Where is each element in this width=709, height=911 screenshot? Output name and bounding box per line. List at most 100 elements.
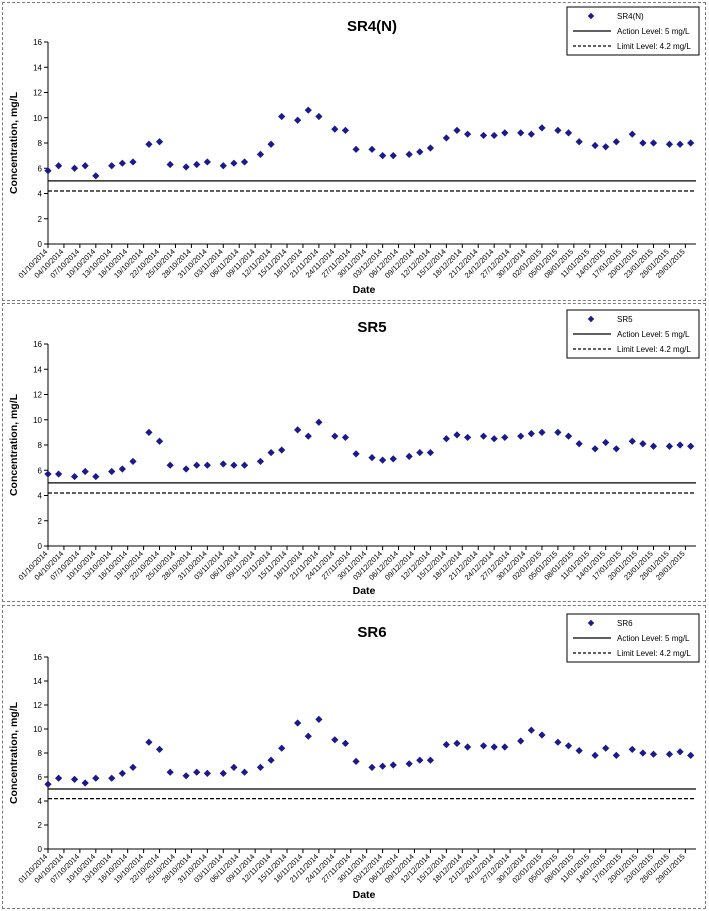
legend-label: Limit Level: 4.2 mg/L <box>617 42 691 51</box>
data-point <box>193 461 201 469</box>
y-tick-label: 16 <box>33 653 42 662</box>
data-point <box>479 432 488 440</box>
data-point <box>639 749 647 757</box>
data-point <box>575 138 583 146</box>
x-axis-title: Date <box>353 889 376 901</box>
x-axis-title: Date <box>353 585 376 597</box>
data-point <box>108 774 116 782</box>
data-point <box>267 140 275 148</box>
data-point <box>501 129 509 137</box>
data-point <box>145 140 153 148</box>
data-point <box>405 150 413 158</box>
data-point <box>352 145 360 153</box>
data-point <box>240 461 249 469</box>
data-point <box>379 152 387 160</box>
data-point <box>416 448 424 457</box>
data-point <box>331 432 339 440</box>
y-tick-label: 4 <box>38 492 43 501</box>
data-point <box>278 744 286 752</box>
y-tick-label: 8 <box>38 139 43 148</box>
data-point <box>44 470 52 478</box>
data-point <box>687 139 695 147</box>
data-point <box>464 743 472 751</box>
data-point <box>118 465 126 473</box>
data-point <box>315 112 323 121</box>
data-point <box>81 467 89 476</box>
y-tick-label: 14 <box>33 365 42 374</box>
data-point <box>575 440 583 448</box>
data-point <box>538 428 546 436</box>
data-point <box>676 748 684 756</box>
data-point <box>81 779 89 787</box>
data-point <box>442 741 450 749</box>
y-tick-label: 10 <box>33 725 42 734</box>
data-point <box>687 442 695 450</box>
data-point <box>368 145 376 153</box>
data-point <box>602 143 610 151</box>
data-point <box>108 162 116 170</box>
y-axis-title: Concentration, mg/L <box>8 393 20 496</box>
legend: SR4(N) Action Level: 5 mg/L Limit Level: 4… <box>566 6 700 56</box>
data-point <box>55 470 63 478</box>
data-point <box>538 731 546 739</box>
data-point <box>490 131 498 140</box>
data-point <box>379 456 387 464</box>
data-point <box>155 138 164 146</box>
data-point <box>219 460 227 468</box>
data-point <box>267 756 275 764</box>
data-point <box>304 432 312 440</box>
data-point <box>230 461 238 469</box>
data-point <box>341 126 350 134</box>
legend-label: Action Level: 5 mg/L <box>617 27 690 36</box>
data-point <box>517 737 525 745</box>
chart-sr6: SR6024681012141601/10/201404/10/201407/1… <box>8 613 700 901</box>
chart-panel-sr5: SR5 0 2 4 6 8 10 12 14 16 01/10/2014 04/10/2014 07/1… <box>2 303 706 602</box>
y-tick-label: 2 <box>38 215 43 224</box>
data-point <box>240 158 249 166</box>
data-point <box>612 138 620 146</box>
data-point <box>676 441 684 449</box>
data-point <box>442 435 450 443</box>
data-point <box>527 130 535 138</box>
y-tick-label: 12 <box>33 701 42 710</box>
legend: SR5 Action Level: 5 mg/L Limit Level: 4.2 … <box>566 309 700 359</box>
data-point <box>203 461 211 469</box>
data-point <box>479 131 488 140</box>
data-point <box>294 719 302 727</box>
chart-sr4n: SR4(N)024681012141601/10/201404/10/20140… <box>8 6 700 296</box>
data-point <box>145 428 153 436</box>
data-point <box>649 139 658 147</box>
data-point <box>166 461 174 469</box>
data-point <box>426 756 435 764</box>
data-point <box>70 164 79 172</box>
data-point <box>108 467 116 476</box>
data-point <box>278 112 286 121</box>
data-point <box>649 442 658 450</box>
y-tick-label: 6 <box>38 466 43 475</box>
y-tick-label: 8 <box>38 749 43 758</box>
data-point <box>464 433 472 442</box>
data-point <box>389 152 397 160</box>
data-point <box>230 763 238 771</box>
data-point <box>145 738 153 746</box>
data-point <box>278 446 286 454</box>
series-points <box>44 106 695 180</box>
legend-label: Limit Level: 4.2 mg/L <box>617 345 691 354</box>
legend-marker <box>587 12 595 20</box>
y-tick-label: 12 <box>33 89 42 98</box>
data-point <box>166 160 174 169</box>
legend-marker <box>587 619 595 627</box>
y-tick-label: 14 <box>33 63 42 72</box>
legend-label: Limit Level: 4.2 mg/L <box>617 649 691 658</box>
data-point <box>517 129 525 137</box>
legend-label: SR5 <box>617 315 633 324</box>
data-point <box>479 742 488 750</box>
y-tick-label: 0 <box>38 845 43 854</box>
data-point <box>267 448 275 457</box>
data-point <box>527 726 535 734</box>
series-points <box>44 715 695 788</box>
data-point <box>612 445 620 453</box>
data-point <box>92 472 100 481</box>
chart-title: SR6 <box>357 624 386 641</box>
data-point <box>426 144 435 152</box>
